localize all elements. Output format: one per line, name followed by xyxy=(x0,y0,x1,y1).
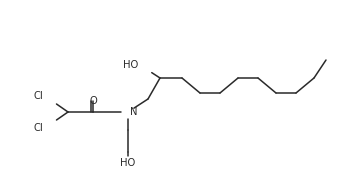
Text: Cl: Cl xyxy=(33,123,43,133)
Text: HO: HO xyxy=(120,158,135,168)
Text: HO: HO xyxy=(123,60,138,70)
Text: Cl: Cl xyxy=(33,91,43,101)
Text: O: O xyxy=(89,96,97,106)
Text: N: N xyxy=(130,107,137,117)
